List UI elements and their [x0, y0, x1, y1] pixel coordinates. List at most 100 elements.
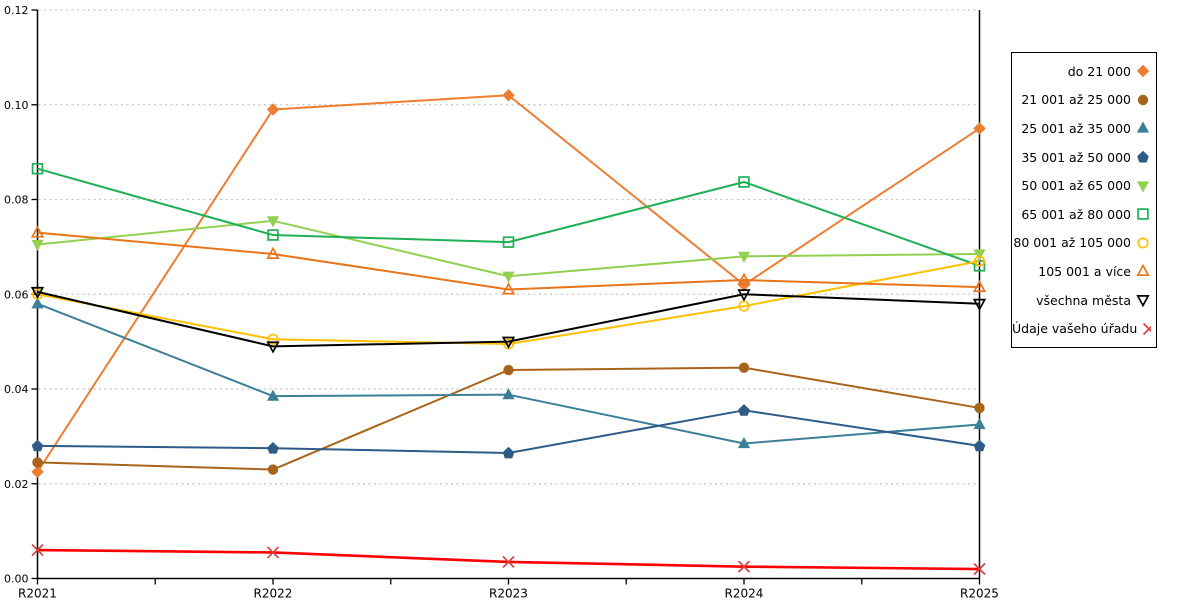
y-tick-label: 0.06	[4, 288, 29, 301]
data-point	[972, 279, 987, 293]
series-8	[30, 286, 987, 354]
data-point	[738, 362, 750, 373]
data-point	[973, 255, 986, 267]
data-point	[502, 236, 515, 248]
legend-item: 105 001 a více	[1012, 263, 1156, 279]
data-point	[31, 162, 44, 175]
data-point	[503, 364, 514, 376]
data-point	[32, 457, 43, 468]
data-point	[267, 442, 279, 454]
series-line	[37, 231, 980, 291]
data-point	[502, 271, 515, 283]
data-point	[972, 298, 987, 312]
legend-label: Údaje vašeho úřadu	[1012, 321, 1138, 337]
triangle-down-marker-icon	[1136, 181, 1150, 193]
x-tick-label: R2021	[18, 587, 57, 600]
data-point	[31, 297, 44, 309]
legend-item: do 21 000	[1012, 63, 1156, 79]
data-point	[973, 417, 986, 430]
legend-item: všechna města	[1012, 292, 1156, 308]
data-point	[737, 272, 751, 286]
triangle-down-marker-icon	[1136, 295, 1150, 308]
data-point	[267, 229, 279, 241]
series-2	[31, 297, 986, 449]
data-point	[973, 122, 986, 135]
series-line	[37, 219, 980, 278]
data-point	[738, 404, 750, 416]
x-tick-label: R2024	[725, 587, 764, 600]
data-point	[267, 464, 279, 475]
legend-label: 35 001 až 50 000	[1021, 149, 1131, 165]
data-point	[737, 251, 751, 263]
circle-marker-icon	[1137, 237, 1149, 249]
data-point	[31, 239, 44, 252]
data-point	[266, 103, 280, 116]
data-point	[30, 286, 45, 300]
series-4	[31, 216, 986, 283]
series-5	[31, 162, 986, 272]
y-tick-label: 0.04	[4, 383, 29, 396]
data-point	[267, 333, 279, 345]
data-point	[501, 336, 516, 349]
axes: 0.00 0.02 0.04 0.06 0.08 0.10 0.12 R2021 R2022 R2…	[4, 4, 999, 600]
legend-label: 25 001 až 35 000	[1021, 120, 1131, 136]
data-point	[738, 176, 750, 188]
data-point	[31, 465, 44, 479]
data-point	[973, 249, 986, 261]
legend-label: 105 001 a více	[1038, 263, 1131, 279]
data-point	[266, 546, 280, 559]
data-point	[737, 289, 751, 302]
series-line	[37, 409, 980, 454]
triangle-up-marker-icon	[1136, 264, 1150, 277]
data-point	[502, 555, 515, 569]
y-tick-label: 0.12	[4, 4, 29, 17]
x-tick-label: R2022	[254, 587, 293, 600]
series-line	[37, 167, 980, 267]
data-point	[502, 388, 515, 400]
y-tick-label: 0.10	[4, 99, 29, 112]
x-tick-label: R2025	[960, 587, 999, 600]
series-line	[37, 260, 980, 345]
series-line	[37, 548, 980, 571]
y-tick-label: 0.00	[4, 573, 29, 586]
series-6	[31, 255, 986, 350]
legend-label: 80 001 až 105 000	[1013, 235, 1131, 251]
series-9	[31, 543, 986, 576]
diamond-marker-icon	[1136, 65, 1150, 78]
legend-item: 65 001 až 80 000	[1012, 206, 1156, 222]
y-tick-label: 0.08	[4, 194, 29, 207]
data-point	[737, 560, 751, 573]
legend-item: 21 001 až 25 000	[1012, 92, 1156, 108]
series-3	[31, 404, 986, 459]
legend-label: 65 001 až 80 000	[1021, 206, 1131, 222]
legend-label: 21 001 až 25 000	[1021, 92, 1131, 108]
square-marker-icon	[1137, 208, 1149, 221]
data-point	[266, 216, 280, 228]
pentagon-marker-icon	[1137, 150, 1149, 163]
data-point	[266, 389, 280, 401]
legend-label: všechna města	[1036, 292, 1131, 308]
gridlines	[38, 9, 978, 485]
series-0	[31, 89, 986, 479]
legend-item: 80 001 až 105 000	[1012, 235, 1156, 251]
data-point	[502, 446, 515, 459]
data-point	[973, 439, 986, 452]
data-point	[30, 225, 45, 238]
data-point	[266, 246, 280, 259]
legend-label: do 21 000	[1067, 63, 1131, 79]
data-point	[31, 439, 44, 452]
legend-item: 35 001 až 50 000	[1012, 149, 1156, 165]
legend-item: Údaje vašeho úřadu	[1012, 321, 1156, 337]
data-point	[266, 341, 280, 354]
legend-item: 50 001 až 65 000	[1012, 178, 1156, 194]
legend-label: 50 001 až 65 000	[1021, 178, 1131, 194]
data-point	[501, 282, 516, 295]
data-point	[31, 543, 44, 557]
circle-marker-icon	[1137, 94, 1149, 106]
series-7	[30, 225, 987, 295]
x-tick-label: R2023	[489, 587, 528, 600]
triangle-up-marker-icon	[1136, 121, 1150, 134]
data-point	[502, 89, 515, 102]
